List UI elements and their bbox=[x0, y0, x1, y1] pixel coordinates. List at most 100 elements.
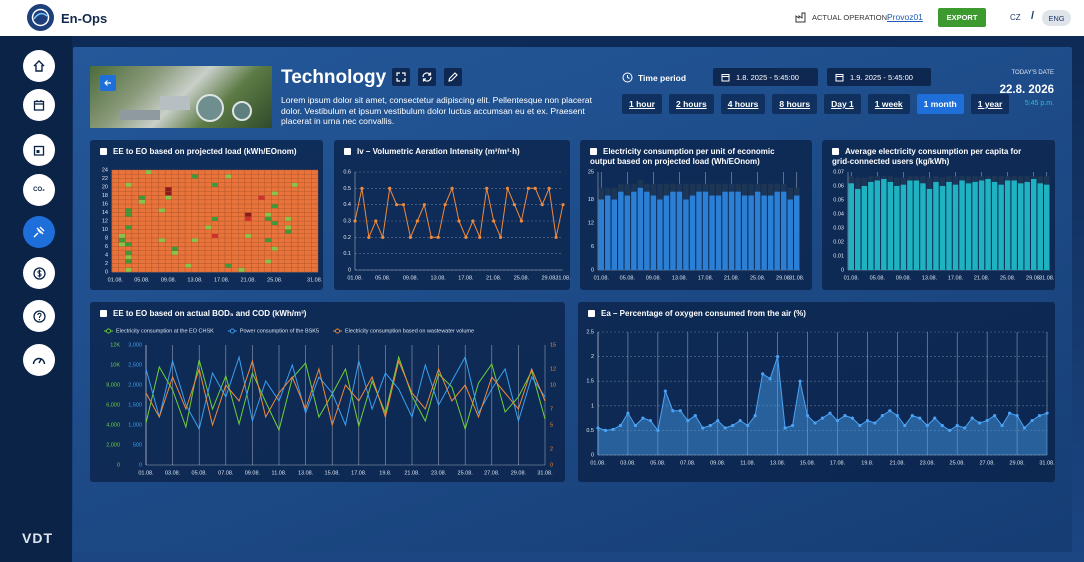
heatmap-cell bbox=[198, 199, 206, 205]
heatmap-cell bbox=[304, 263, 312, 268]
heatmap-cell bbox=[164, 186, 173, 192]
heatmap-cell bbox=[231, 237, 239, 243]
heatmap-cell bbox=[238, 225, 246, 230]
y-tick-label: 6 bbox=[105, 244, 108, 250]
date-from[interactable]: 1.8. 2025 - 5:45:00 bbox=[713, 68, 818, 86]
heatmap-cell bbox=[211, 220, 219, 226]
heatmap-cell bbox=[211, 174, 219, 179]
bar bbox=[624, 183, 631, 196]
period-button[interactable]: Day 1 bbox=[824, 94, 861, 114]
heatmap-cell bbox=[264, 178, 272, 183]
bar bbox=[735, 191, 741, 270]
nav-calendar[interactable] bbox=[23, 89, 55, 121]
back-button[interactable] bbox=[100, 75, 116, 91]
heatmap-cell bbox=[125, 191, 133, 196]
heatmap-cell bbox=[284, 182, 292, 188]
heatmap-cell bbox=[118, 195, 126, 200]
heatmap-cell bbox=[178, 263, 186, 268]
period-button[interactable]: 1 week bbox=[867, 94, 910, 114]
checkbox[interactable] bbox=[832, 148, 839, 155]
heatmap-cell bbox=[257, 225, 266, 230]
heatmap-cell bbox=[311, 242, 319, 247]
nav-co2[interactable]: CO₂ bbox=[23, 174, 55, 206]
heatmap-cell bbox=[291, 220, 299, 226]
checkbox[interactable] bbox=[100, 148, 107, 155]
heatmap-cell bbox=[191, 174, 199, 179]
language-cz[interactable]: CZ bbox=[1010, 13, 1021, 22]
heatmap-cell bbox=[251, 169, 259, 175]
heatmap-cell bbox=[184, 242, 192, 247]
heatmap-cell bbox=[277, 242, 285, 247]
heatmap-cell bbox=[125, 229, 133, 234]
date-to[interactable]: 1.9. 2025 - 5:45:00 bbox=[827, 68, 931, 86]
heatmap-cell bbox=[218, 199, 226, 205]
refresh-button[interactable] bbox=[418, 68, 436, 86]
heatmap-cell bbox=[304, 169, 312, 175]
heatmap-cell bbox=[178, 208, 186, 213]
checkbox[interactable] bbox=[588, 310, 595, 317]
heatmap-cell bbox=[164, 237, 173, 243]
heatmap-cell bbox=[311, 267, 319, 273]
area bbox=[598, 356, 1047, 455]
fullscreen-button[interactable] bbox=[392, 68, 410, 86]
bar bbox=[887, 181, 894, 270]
heatmap-cell bbox=[271, 203, 279, 209]
checkbox[interactable] bbox=[100, 310, 107, 317]
point bbox=[963, 426, 967, 430]
period-button[interactable]: 8 hours bbox=[772, 94, 818, 114]
heatmap-cell bbox=[284, 178, 292, 183]
heatmap-cell bbox=[231, 199, 239, 205]
heatmap-cell bbox=[257, 191, 266, 196]
checkbox[interactable] bbox=[590, 148, 597, 155]
nav-home[interactable] bbox=[23, 50, 55, 82]
bar bbox=[728, 183, 735, 192]
heatmap-cell bbox=[118, 191, 126, 196]
heatmap-cell bbox=[191, 208, 199, 213]
period-button[interactable]: 4 hours bbox=[720, 94, 766, 114]
heatmap-cell bbox=[171, 203, 179, 209]
nav-dashboard[interactable] bbox=[23, 344, 55, 376]
heatmap-cell bbox=[284, 220, 292, 226]
heatmap-cell bbox=[204, 237, 212, 243]
bar bbox=[920, 183, 926, 270]
bar bbox=[1017, 176, 1024, 184]
heatmap-cell bbox=[178, 259, 186, 264]
heatmap-cell bbox=[138, 203, 146, 209]
heatmap-cell bbox=[164, 229, 173, 234]
heatmap-cell bbox=[311, 250, 319, 256]
language-eng[interactable]: ENG bbox=[1042, 10, 1071, 26]
heatmap-cell bbox=[198, 225, 206, 230]
y-tick-label: 0.1 bbox=[343, 251, 351, 257]
nav-technology[interactable] bbox=[23, 216, 55, 248]
checkbox[interactable] bbox=[344, 148, 351, 155]
heatmap-cell bbox=[211, 242, 219, 247]
heatmap-cell bbox=[145, 242, 153, 247]
x-tick-label: 07.08. bbox=[680, 460, 696, 466]
heatmap-cell bbox=[211, 203, 219, 209]
heatmap-cell bbox=[138, 195, 146, 200]
period-button[interactable]: 1 year bbox=[970, 94, 1010, 114]
heatmap-cell bbox=[164, 263, 173, 268]
icon bbox=[835, 73, 844, 81]
logo[interactable] bbox=[27, 4, 54, 31]
period-button[interactable]: 1 hour bbox=[622, 94, 662, 114]
heatmap-cell bbox=[118, 178, 126, 183]
heatmap-cell bbox=[118, 199, 126, 205]
bar bbox=[611, 199, 618, 270]
edit-button[interactable] bbox=[444, 68, 462, 86]
heatmap-cell bbox=[251, 254, 259, 260]
period-button[interactable]: 2 hours bbox=[668, 94, 714, 114]
export-button[interactable]: EXPORT bbox=[938, 8, 986, 27]
x-tick-label: 15.08. bbox=[800, 460, 816, 466]
heatmap-cell bbox=[271, 220, 279, 226]
heatmap-cell bbox=[231, 225, 239, 230]
period-button[interactable]: 1 month bbox=[916, 94, 964, 114]
heatmap-cell bbox=[111, 182, 119, 188]
legend-swatch-dot bbox=[106, 328, 111, 334]
nav-calendar-day[interactable] bbox=[23, 134, 55, 166]
nav-help[interactable] bbox=[23, 300, 55, 332]
heatmap-cell bbox=[125, 174, 133, 179]
heatmap-cell bbox=[198, 195, 206, 200]
operation-link[interactable]: Provoz01 bbox=[887, 12, 923, 22]
nav-finance[interactable] bbox=[23, 257, 55, 289]
